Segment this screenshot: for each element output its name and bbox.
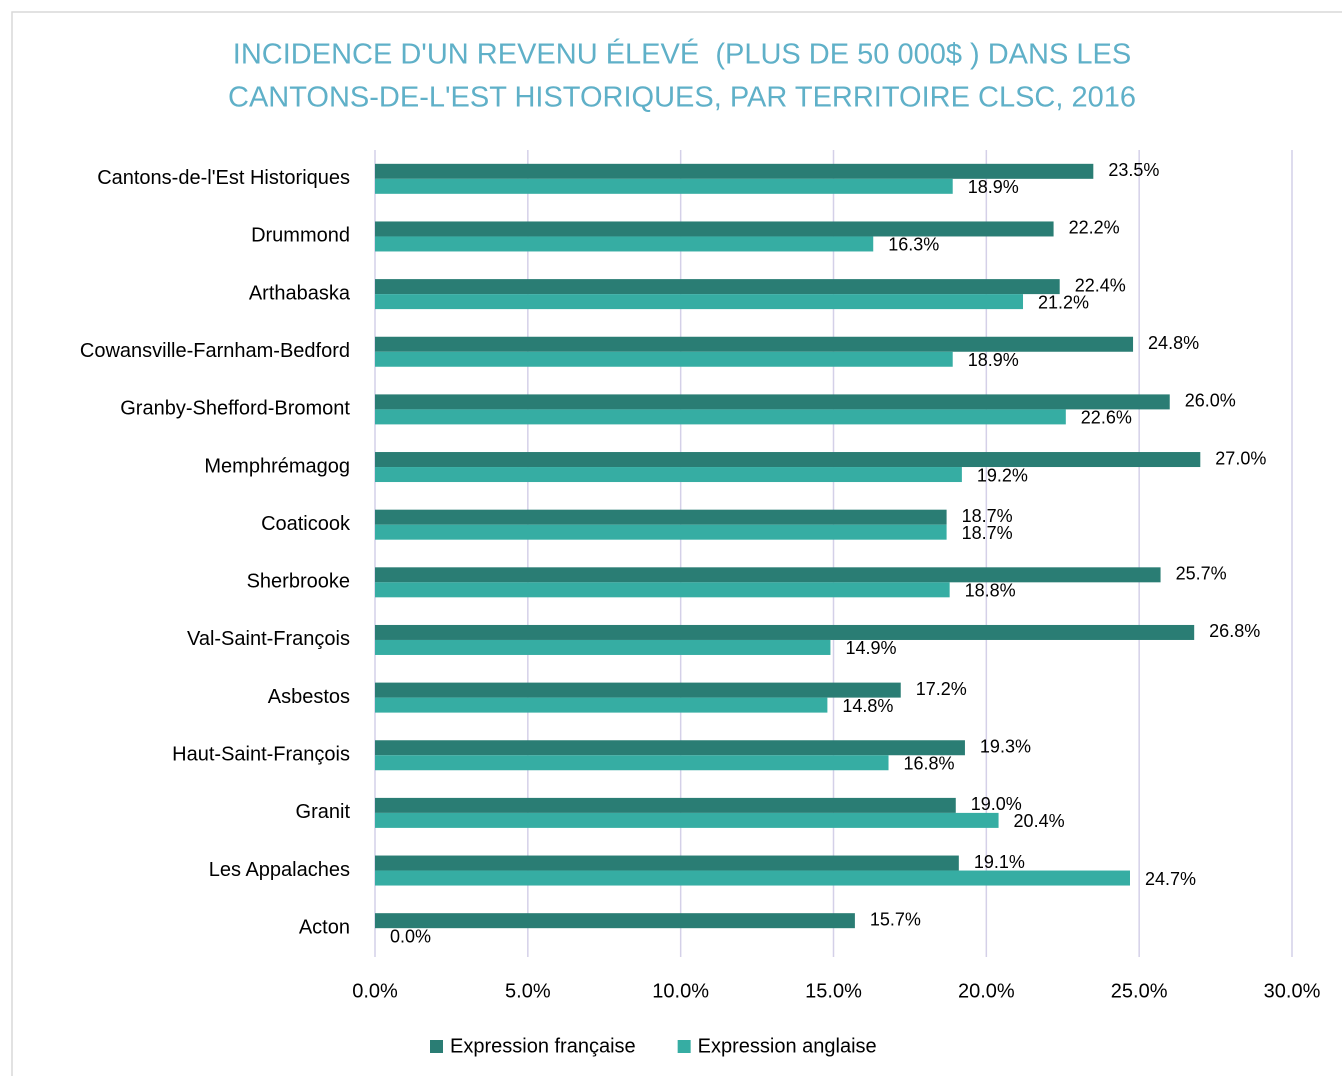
value-label: 17.2%	[916, 679, 967, 699]
bar	[375, 178, 953, 194]
y-tick-label: Cantons-de-l'Est Historiques	[97, 167, 350, 189]
legend-swatch	[677, 1040, 691, 1053]
x-tick-label: 0.0%	[352, 980, 398, 1002]
value-label: 21.2%	[1038, 292, 1089, 312]
value-label: 23.5%	[1108, 160, 1159, 180]
value-label: 26.0%	[1185, 391, 1236, 411]
bar	[375, 582, 950, 598]
value-label: 16.3%	[888, 235, 939, 255]
bar	[375, 567, 1161, 583]
chart-border	[11, 11, 1342, 1076]
value-label: 26.8%	[1209, 621, 1260, 641]
value-label: 18.7%	[962, 523, 1013, 543]
bar	[375, 279, 1060, 295]
bar	[375, 870, 1130, 886]
x-tick-label: 25.0%	[1111, 980, 1168, 1002]
bar	[375, 812, 999, 828]
bar	[375, 740, 965, 756]
bar	[375, 163, 1094, 179]
y-tick-label: Cowansville-Farnham-Bedford	[80, 340, 350, 362]
bar	[375, 394, 1170, 410]
legend-label: Expression française	[450, 1035, 636, 1057]
chart-title: INCIDENCE D'UN REVENU ÉLEVÉ (PLUS DE 50 …	[233, 38, 1131, 71]
value-label: 19.2%	[977, 465, 1028, 485]
value-label: 19.3%	[980, 737, 1031, 757]
value-label: 15.7%	[870, 909, 921, 929]
value-label: 24.8%	[1148, 333, 1199, 353]
bar	[375, 524, 947, 540]
x-tick-label: 30.0%	[1264, 980, 1321, 1002]
y-tick-label: Arthabaska	[249, 282, 351, 304]
x-tick-label: 10.0%	[652, 980, 709, 1002]
value-label: 18.9%	[968, 177, 1019, 197]
legend-swatch	[430, 1040, 443, 1053]
value-label: 20.4%	[1014, 811, 1065, 831]
bar	[375, 351, 953, 367]
value-label: 16.8%	[904, 754, 955, 774]
y-tick-label: Memphrémagog	[204, 455, 350, 477]
y-tick-label: Haut-Saint-François	[172, 744, 350, 766]
value-label: 0.0%	[390, 926, 431, 946]
bar	[375, 221, 1054, 237]
value-label: 25.7%	[1176, 564, 1227, 584]
y-tick-label: Coaticook	[261, 513, 351, 535]
bar	[375, 913, 855, 929]
y-tick-label: Sherbrooke	[247, 571, 350, 593]
bar	[375, 682, 901, 698]
value-label: 24.7%	[1145, 869, 1196, 889]
y-tick-label: Granby-Shefford-Bromont	[120, 398, 350, 420]
chart-title: CANTONS-DE-L'EST HISTORIQUES, PAR TERRIT…	[228, 82, 1136, 114]
bar	[375, 409, 1066, 425]
value-label: 22.6%	[1081, 408, 1132, 428]
y-tick-label: Granit	[296, 801, 351, 823]
y-tick-label: Acton	[299, 916, 350, 938]
x-tick-label: 20.0%	[958, 980, 1015, 1002]
bar	[375, 755, 889, 771]
value-label: 19.0%	[971, 794, 1022, 814]
y-tick-label: Drummond	[251, 225, 350, 247]
legend-label: Expression anglaise	[698, 1035, 877, 1057]
y-tick-label: Les Appalaches	[209, 859, 350, 881]
x-tick-label: 15.0%	[805, 980, 862, 1002]
bar	[375, 697, 828, 713]
bar	[375, 639, 831, 655]
bar	[375, 509, 947, 525]
bar	[375, 294, 1024, 310]
bar	[375, 236, 874, 252]
value-label: 22.2%	[1069, 218, 1120, 238]
value-label: 14.9%	[845, 638, 896, 658]
value-label: 27.0%	[1215, 448, 1266, 468]
value-label: 18.8%	[965, 581, 1016, 601]
y-tick-label: Val-Saint-François	[187, 628, 350, 650]
bar	[375, 452, 1201, 468]
bar	[375, 467, 962, 483]
value-label: 18.7%	[962, 506, 1013, 526]
bar	[375, 855, 959, 871]
value-label: 19.1%	[974, 852, 1025, 872]
bar	[375, 336, 1134, 352]
bar	[375, 797, 956, 813]
y-tick-label: Asbestos	[268, 686, 350, 708]
bar	[375, 624, 1195, 640]
x-tick-label: 5.0%	[505, 980, 551, 1002]
value-label: 18.9%	[968, 350, 1019, 370]
value-label: 14.8%	[842, 696, 893, 716]
value-label: 22.4%	[1075, 275, 1126, 295]
